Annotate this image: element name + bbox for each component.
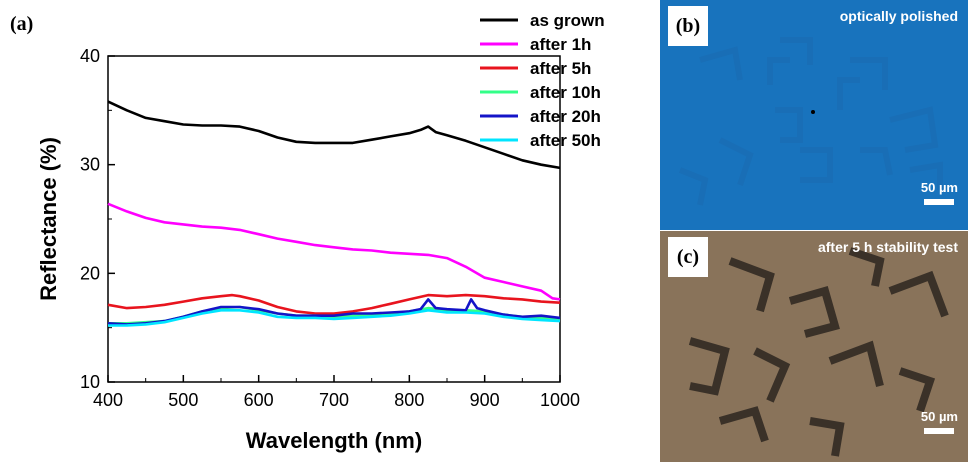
micrograph-after-test-image — [660, 231, 968, 462]
panel-b-label: (b) — [675, 14, 701, 37]
micrograph-after-test: (c) after 5 h stability test 50 µm — [660, 231, 968, 462]
plot-frame — [107, 55, 561, 383]
legend-label-3: after 10h — [530, 83, 601, 102]
legend-label-2: after 5h — [530, 59, 591, 78]
legend-label-5: after 50h — [530, 131, 601, 150]
micrograph-polished: (b) optically polished 50 µm — [660, 0, 968, 230]
panel-b-scale-bar — [924, 199, 954, 205]
panel-b-label-box: (b) — [668, 6, 708, 46]
micrograph-polished-image — [660, 0, 968, 230]
panel-c-scale-label: 50 µm — [920, 409, 958, 424]
x-tick-label: 800 — [394, 390, 424, 410]
reflectance-chart: (a) 400 500 600 700 800 900 1000 10 20 30 40 as gr… — [10, 11, 605, 453]
x-tick-label: 900 — [470, 390, 500, 410]
series-line-1 — [107, 202, 561, 301]
x-tick-label: 400 — [93, 390, 123, 410]
panel-b-scale-label: 50 µm — [920, 180, 958, 195]
legend-label-4: after 20h — [530, 107, 601, 126]
chart-panel-label: (a) — [10, 13, 33, 35]
x-tick-label: 700 — [319, 390, 349, 410]
y-axis-label: Reflectance (%) — [36, 137, 61, 301]
panel-b-caption: optically polished — [839, 8, 958, 24]
panel-c-label: (c) — [676, 245, 700, 268]
series-line-5 — [108, 308, 561, 327]
series-line-2 — [107, 293, 561, 315]
legend-label-1: after 1h — [530, 35, 591, 54]
legend-label-0: as grown — [530, 11, 605, 30]
y-tick-label: 20 — [80, 263, 100, 283]
chart-svg: (a) 400 500 600 700 800 900 1000 10 20 30 40 as gr… — [10, 11, 605, 453]
panel-c-label-box: (c) — [668, 237, 708, 277]
x-axis-label: Wavelength (nm) — [246, 428, 422, 453]
series-line-0 — [107, 100, 561, 170]
x-tick-label: 600 — [244, 390, 274, 410]
y-tick-label: 10 — [80, 372, 100, 392]
x-tick-label: 500 — [168, 390, 198, 410]
panel-c-caption: after 5 h stability test — [817, 239, 958, 255]
y-tick-label: 40 — [80, 46, 100, 66]
x-tick-label: 1000 — [540, 390, 580, 410]
y-tick-label: 30 — [80, 155, 100, 175]
panel-c-scale-bar — [924, 428, 954, 434]
series-line-4 — [107, 298, 561, 326]
